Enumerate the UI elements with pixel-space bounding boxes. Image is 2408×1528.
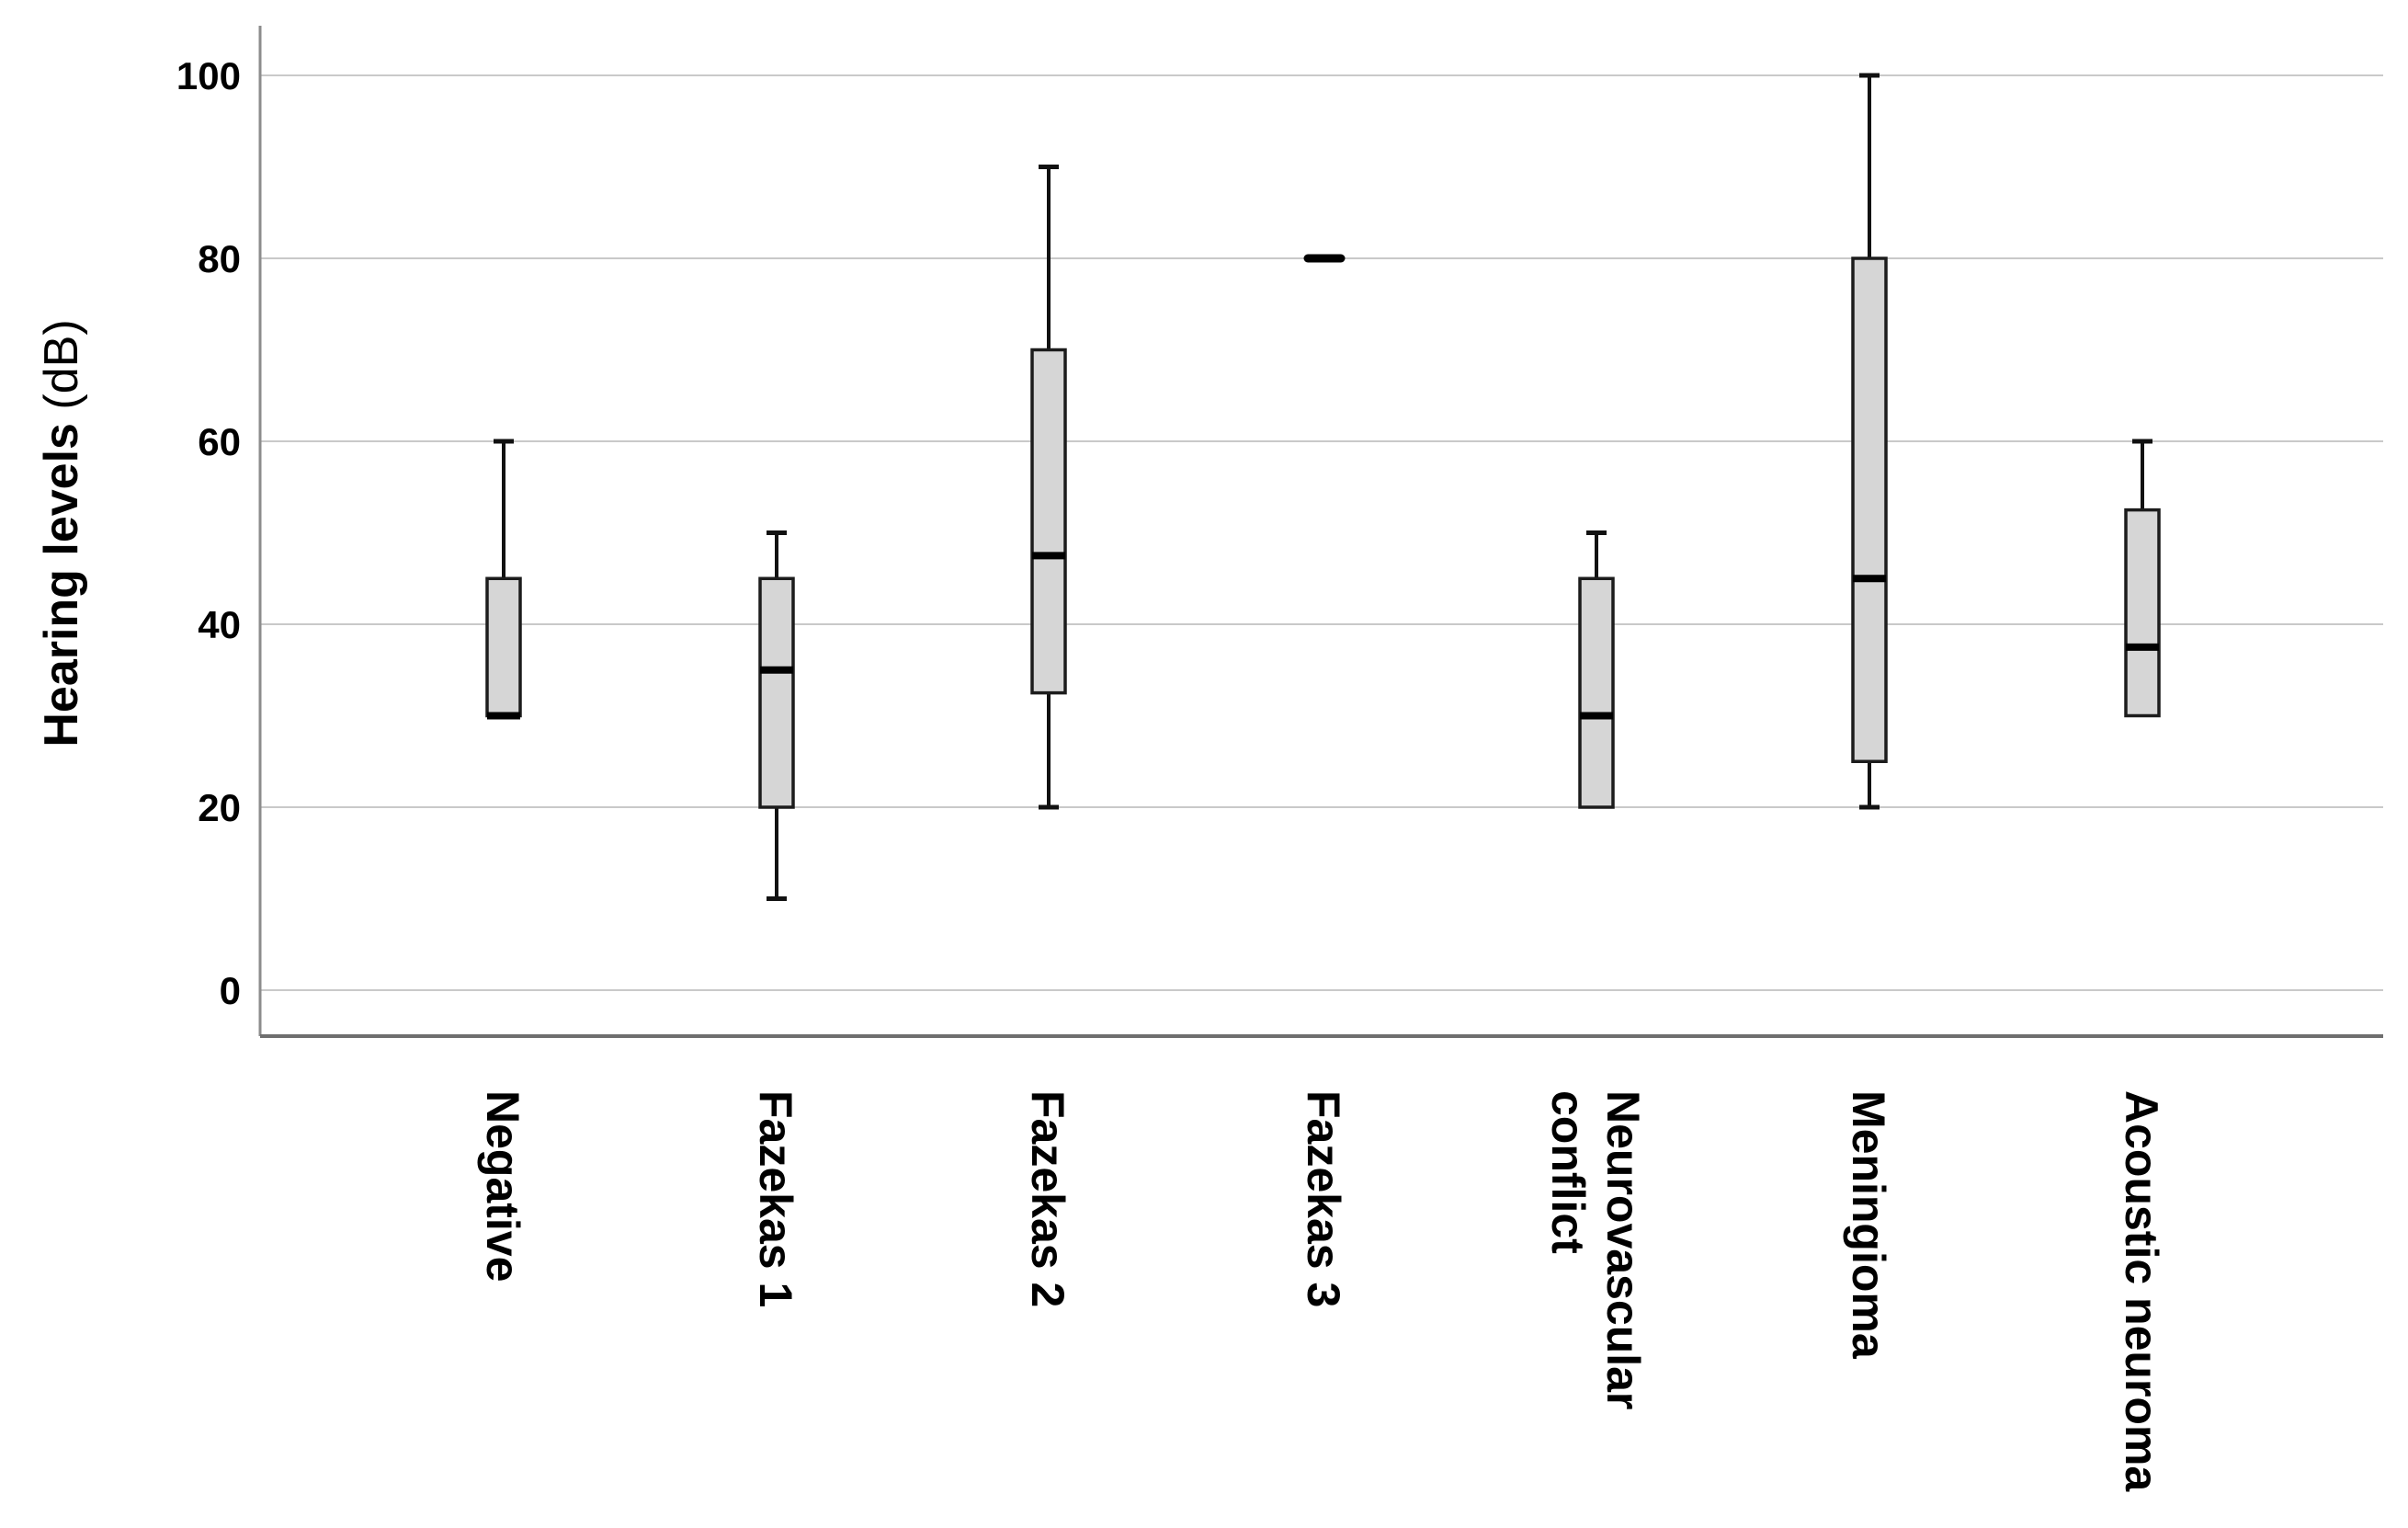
x-axis-label-negative: Negative xyxy=(477,1090,528,1282)
x-axis-label-meningioma: Meningioma xyxy=(1843,1090,1894,1360)
x-axis-label-fazekas-1: Fazekas 1 xyxy=(750,1090,801,1307)
y-tick-label-100: 100 xyxy=(176,54,241,97)
y-tick-label-40: 40 xyxy=(198,603,241,646)
y-tick-labels: 100 80 60 40 20 0 xyxy=(176,54,241,1012)
x-axis-label-neurovascular-conflict-line1: Neurovascular xyxy=(1597,1090,1649,1409)
y-axis-title: Hearing levels (dB) xyxy=(35,319,88,747)
box-group-neurovascular-conflict xyxy=(1578,530,1615,809)
y-tick-label-60: 60 xyxy=(198,420,241,463)
y-tick-label-80: 80 xyxy=(198,237,241,280)
x-axis-label-acoustic-neuroma: Acoustic neuroma xyxy=(2116,1090,2167,1492)
iqr-box-fazekas-2 xyxy=(1030,348,1067,695)
iqr-box-acoustic-neuroma xyxy=(2124,507,2161,718)
gridlines xyxy=(260,74,2383,991)
box-group-acoustic-neuroma xyxy=(2124,439,2161,718)
y-tick-label-0: 0 xyxy=(220,969,241,1012)
box-group-meningioma xyxy=(1851,73,1888,810)
iqr-box-meningioma xyxy=(1851,257,1888,763)
box-group-fazekas-2 xyxy=(1030,165,1067,810)
x-axis-label-fazekas-2: Fazekas 2 xyxy=(1022,1090,1073,1307)
iqr-box-fazekas-1 xyxy=(758,576,795,809)
x-axis-label-fazekas-3: Fazekas 3 xyxy=(1298,1090,1349,1307)
x-axis-label-neurovascular-conflict-line2: conflict xyxy=(1542,1090,1594,1254)
box-group-negative xyxy=(485,439,522,720)
y-tick-label-20: 20 xyxy=(198,786,241,829)
iqr-box-neurovascular-conflict xyxy=(1578,576,1615,809)
iqr-box-negative xyxy=(485,576,522,718)
box-group-fazekas-1 xyxy=(758,530,795,901)
